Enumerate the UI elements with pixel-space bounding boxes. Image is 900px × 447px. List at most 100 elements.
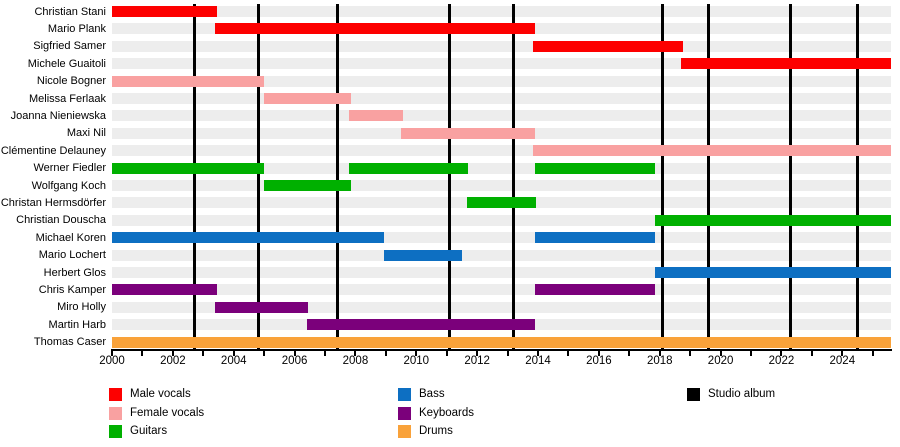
member-name-label: Miro Holly	[57, 301, 106, 314]
x-axis-tick	[689, 351, 692, 356]
x-axis-tick	[567, 351, 570, 356]
row-background-stripe	[112, 110, 891, 122]
row-background-stripe	[112, 249, 891, 261]
x-axis-tick-label: 2006	[281, 355, 308, 367]
legend-swatch-bass	[398, 388, 411, 401]
x-axis-tick	[111, 351, 113, 356]
x-axis-tick	[750, 351, 753, 356]
x-axis-tick	[810, 351, 813, 356]
member-tenure-bar	[466, 197, 537, 209]
member-tenure-bar	[306, 319, 535, 331]
x-axis-tick	[871, 351, 874, 356]
row-background-stripe	[112, 93, 891, 104]
member-name-label: Clémentine Delauney	[0, 144, 106, 157]
x-axis-tick	[293, 351, 296, 356]
legend-label: Keyboards	[419, 406, 474, 419]
legend-label: Female vocals	[130, 406, 205, 419]
legend-label: Male vocals	[130, 388, 191, 400]
x-axis-tick-label: 2016	[586, 355, 612, 367]
row-background-stripe	[112, 180, 891, 191]
member-tenure-bar	[112, 284, 217, 296]
x-axis-tick-label: 2024	[829, 355, 856, 367]
legend-swatch-female-vocals	[109, 406, 122, 420]
x-axis-tick-label: 2022	[768, 355, 795, 367]
member-name-label: Michele Guaitoli	[27, 57, 106, 70]
x-axis-tick	[202, 351, 205, 356]
member-name-label: Sigfried Samer	[33, 40, 106, 53]
legend-label: Guitars	[130, 425, 168, 437]
row-background-stripe	[112, 75, 891, 87]
x-axis-tick-label: 2018	[646, 355, 673, 367]
x-axis-tick	[597, 351, 600, 356]
member-tenure-bar	[534, 232, 656, 244]
row-background-stripe	[112, 162, 891, 174]
legend-label: Studio album	[708, 388, 776, 400]
row-background-stripe	[112, 284, 891, 296]
row-background-stripe	[112, 145, 891, 157]
row-background-stripe	[112, 58, 891, 70]
member-name-label: Thomas Caser	[33, 336, 106, 349]
member-tenure-bar	[112, 6, 217, 17]
x-axis-tick	[171, 351, 174, 356]
member-name-label: Maxi Nil	[66, 127, 106, 140]
x-axis-tick-label: 2000	[99, 355, 125, 367]
x-axis-tick	[141, 351, 144, 356]
row-background-stripe	[112, 40, 891, 52]
member-tenure-bar	[112, 162, 265, 174]
studio-album-line	[512, 4, 516, 349]
row-background-stripe	[112, 214, 891, 226]
x-axis-tick	[263, 351, 266, 356]
x-axis-tick-label: 2014	[525, 355, 551, 367]
studio-album-line	[789, 4, 793, 349]
x-axis-tick	[384, 351, 387, 356]
member-name-label: Joanna Nieniewska	[10, 109, 106, 122]
legend-label: Drums	[419, 425, 453, 437]
legend-swatch-keyboards	[398, 406, 411, 420]
x-axis-tick	[628, 351, 631, 356]
member-name-label: Martin Harb	[48, 318, 106, 331]
x-axis-tick-label: 2004	[220, 355, 247, 367]
x-axis-tick	[354, 351, 357, 356]
member-tenure-bar	[533, 40, 683, 52]
legend-label: Bass	[419, 388, 445, 400]
member-name-label: Michael Koren	[35, 231, 106, 244]
studio-album-line	[661, 4, 665, 349]
member-tenure-bar	[112, 232, 385, 244]
x-axis-tick	[232, 351, 235, 356]
x-axis-tick	[780, 351, 783, 356]
member-name-label: Wolfgang Koch	[31, 179, 106, 192]
member-tenure-bar	[264, 93, 351, 104]
x-axis-line	[111, 349, 892, 351]
member-name-label: Herbert Glos	[43, 266, 106, 279]
x-axis-tick-label: 2020	[707, 355, 734, 367]
member-tenure-bar	[655, 214, 891, 226]
legend-swatch-drums	[398, 425, 411, 438]
x-axis-tick	[719, 351, 722, 356]
studio-album-line	[856, 4, 860, 349]
member-name-label: Mario Lochert	[38, 249, 106, 262]
member-tenure-bar	[112, 75, 265, 87]
member-tenure-bar	[215, 23, 535, 35]
member-tenure-bar	[215, 301, 309, 313]
studio-album-line	[706, 4, 710, 349]
row-background-stripe	[112, 267, 891, 278]
member-name-label: Christian Douscha	[16, 214, 106, 227]
row-background-stripe	[112, 301, 891, 313]
member-tenure-bar	[533, 145, 891, 157]
legend-swatch-studio-album	[687, 388, 700, 401]
member-tenure-bar	[384, 249, 462, 261]
studio-album-line	[256, 4, 260, 349]
x-axis-tick	[476, 351, 479, 356]
member-name-label: Melissa Ferlaak	[28, 92, 106, 105]
member-name-label: Nicole Bogner	[36, 75, 106, 88]
x-axis-tick	[506, 351, 509, 356]
legend-swatch-guitars	[109, 425, 122, 438]
x-axis-tick	[658, 351, 661, 356]
member-tenure-bar	[681, 58, 891, 70]
x-axis-tick-label: 2010	[403, 355, 430, 367]
x-axis-tick	[324, 351, 326, 356]
x-axis-tick	[445, 351, 448, 356]
member-tenure-bar	[534, 284, 656, 296]
member-tenure-bar	[112, 336, 891, 348]
